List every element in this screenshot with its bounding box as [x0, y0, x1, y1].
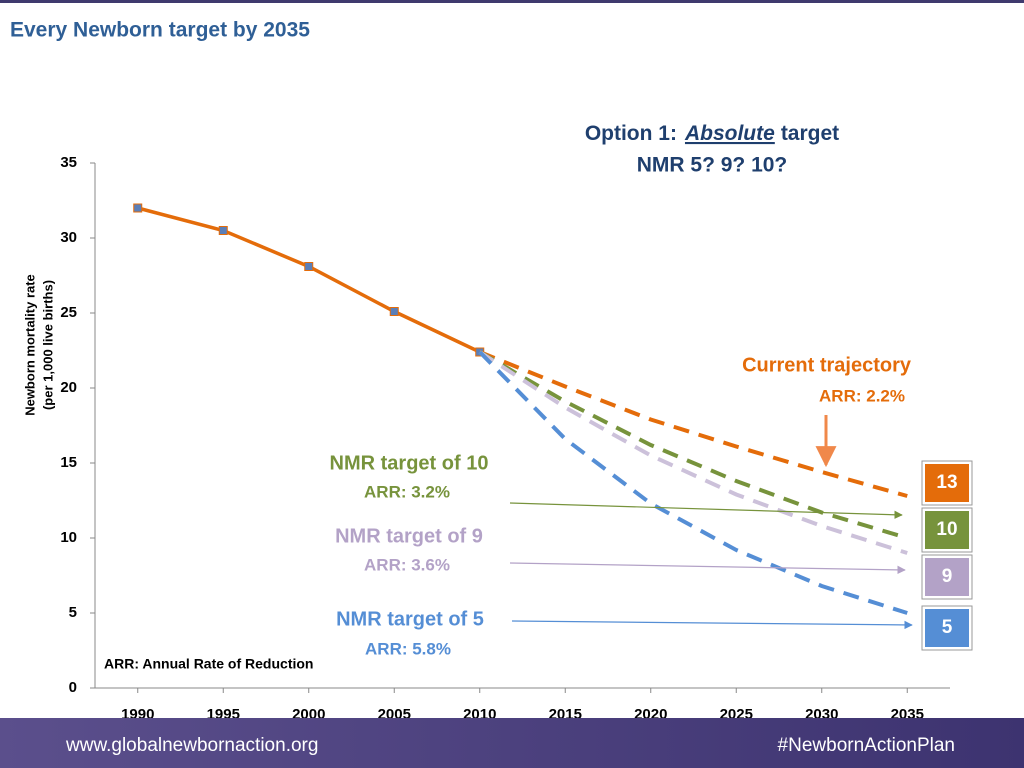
target-badge-border — [921, 460, 973, 506]
y-axis-title: (per 1,000 live births) — [40, 280, 55, 410]
y-tick-label: 25 — [60, 304, 77, 321]
point — [218, 226, 228, 235]
point — [304, 262, 314, 271]
footer-hashtag: #NewbornActionPlan — [778, 735, 955, 756]
annotation-arrow — [509, 562, 906, 575]
chart-subtitle: Option 1: Absolute target — [585, 122, 839, 145]
series-line — [478, 350, 908, 555]
annotation-arrow — [511, 620, 913, 630]
series-label: NMR target of 9 — [335, 525, 483, 547]
series-note: ARR: 3.6% — [364, 555, 450, 574]
series-note: ARR: 5.8% — [365, 639, 451, 658]
chart-subtitle-line2: NMR 5? 9? 10? — [637, 154, 788, 177]
footnote: ARR: Annual Rate of Reduction — [104, 656, 313, 672]
target-badge — [923, 607, 971, 649]
series-line — [479, 350, 908, 498]
annotation-arrow — [509, 502, 903, 519]
y-tick-label: 0 — [69, 679, 77, 696]
series-note: ARR: 2.2% — [819, 386, 905, 405]
target-badge-label: 5 — [942, 617, 953, 638]
series-label: NMR target of 5 — [336, 608, 484, 630]
target-badge-border — [921, 605, 973, 651]
footer-url: www.globalnewbornaction.org — [65, 735, 318, 756]
series-line — [478, 350, 908, 540]
target-badge-border — [921, 507, 973, 553]
subtitle-emphasis: Absolute — [684, 122, 775, 145]
slide-title: Every Newborn target by 2035 — [10, 19, 310, 42]
series-note: ARR: 3.2% — [364, 482, 450, 501]
footer-band — [0, 718, 1024, 768]
target-badge-label: 10 — [936, 519, 957, 540]
y-tick-label: 15 — [60, 454, 77, 471]
target-badge — [923, 509, 971, 551]
subtitle-tail: target — [781, 122, 839, 145]
y-tick-label: 5 — [69, 604, 77, 621]
point — [389, 307, 399, 316]
y-tick-label: 10 — [60, 529, 77, 546]
y-axis-title: Newborn mortality rate — [22, 274, 37, 416]
target-badge-label: 9 — [942, 566, 953, 587]
point — [133, 203, 143, 213]
target-badge-border — [921, 554, 973, 600]
y-tick-label: 20 — [60, 379, 77, 396]
series-label: Current trajectory — [742, 354, 912, 376]
target-badge — [923, 556, 971, 598]
y-tick-label: 35 — [60, 154, 77, 171]
top-rule — [0, 0, 1024, 3]
series-label: NMR target of 10 — [330, 452, 489, 474]
target-badge-label: 13 — [936, 472, 957, 493]
target-badge — [923, 462, 971, 504]
y-tick-label: 30 — [60, 229, 77, 246]
